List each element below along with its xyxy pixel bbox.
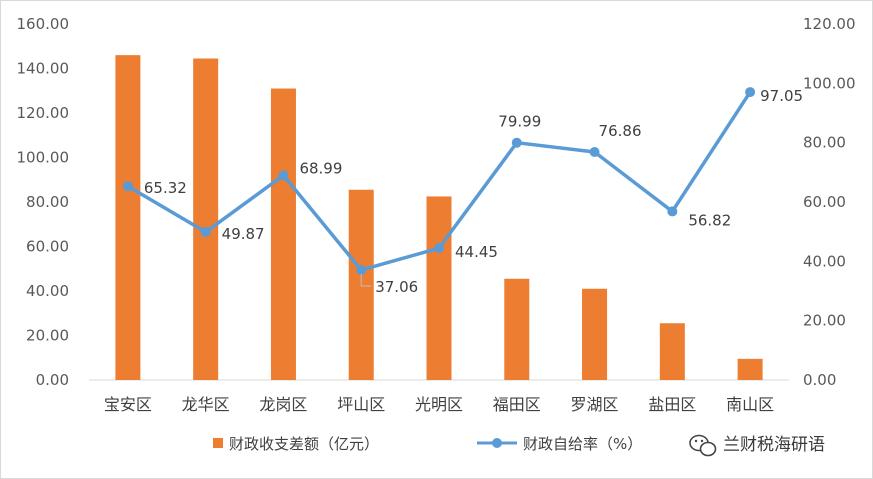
- bar: [504, 278, 530, 380]
- line-marker: [511, 137, 522, 148]
- bar: [659, 323, 685, 380]
- line-marker: [434, 243, 444, 254]
- category-axis: 宝安区 龙华区 龙岗区 坪山区 光明区 福田区 罗湖区 盐田区 南山区: [104, 395, 774, 414]
- line-marker: [356, 265, 367, 276]
- bar: [426, 196, 452, 380]
- line-marker: [667, 206, 678, 217]
- data-label: 76.86: [599, 122, 642, 140]
- left-tick-label: 160.00: [17, 15, 70, 33]
- bar: [582, 288, 608, 380]
- data-label: 97.05: [760, 87, 803, 105]
- data-label: 79.99: [498, 113, 541, 131]
- right-tick-label: 100.00: [803, 74, 856, 92]
- data-label: 65.32: [144, 179, 187, 197]
- category-label: 盐田区: [648, 395, 696, 414]
- bar: [193, 58, 219, 381]
- left-tick-label: 80.00: [26, 193, 69, 211]
- category-label: 龙华区: [182, 395, 230, 414]
- left-tick-label: 100.00: [17, 149, 70, 167]
- line-marker: [200, 227, 211, 238]
- category-label: 宝安区: [104, 395, 152, 414]
- legend-line-marker: [492, 438, 502, 448]
- right-tick-label: 80.00: [803, 134, 846, 152]
- data-label: 49.87: [222, 225, 265, 243]
- left-tick-label: 0.00: [36, 371, 69, 389]
- line-marker: [122, 181, 133, 192]
- left-axis: 0.00 20.00 40.00 60.00 80.00 100.00 120.00 140.…: [17, 15, 789, 389]
- bar: [270, 88, 296, 381]
- legend: 财政收支差额（亿元） 财政自给率（%）: [213, 435, 642, 453]
- left-tick-label: 60.00: [26, 238, 69, 256]
- category-label: 坪山区: [337, 395, 385, 414]
- category-label: 罗湖区: [571, 395, 619, 414]
- right-tick-label: 60.00: [803, 193, 846, 211]
- watermark: 兰财税海研语: [689, 434, 825, 457]
- line-series: 65.32 49.87 68.99 37.06 44.45 79.99 76.86 56.82…: [122, 87, 803, 296]
- bar: [737, 358, 763, 380]
- left-tick-label: 40.00: [26, 282, 69, 300]
- data-label: 56.82: [688, 211, 731, 229]
- line-marker: [589, 146, 600, 157]
- data-label: 68.99: [299, 159, 342, 177]
- right-tick-label: 20.00: [803, 312, 846, 330]
- data-label-leader: [360, 274, 372, 287]
- category-label: 南山区: [726, 395, 774, 414]
- left-tick-label: 20.00: [26, 327, 69, 345]
- category-label: 福田区: [493, 395, 541, 414]
- data-label: 37.06: [375, 278, 418, 296]
- line-marker: [745, 87, 756, 98]
- wechat-icon: [689, 434, 717, 457]
- category-label: 光明区: [415, 395, 463, 414]
- bar-series: [115, 55, 763, 381]
- right-axis: 0.00 20.00 40.00 60.00 80.00 100.00 120.00: [803, 15, 856, 389]
- right-tick-label: 0.00: [803, 371, 836, 389]
- line-marker: [278, 170, 289, 181]
- category-label: 龙岗区: [259, 395, 307, 414]
- right-tick-label: 120.00: [803, 15, 856, 33]
- bar: [115, 55, 141, 381]
- left-tick-label: 140.00: [17, 60, 70, 78]
- left-tick-label: 120.00: [17, 104, 70, 122]
- watermark-text: 兰财税海研语: [723, 435, 825, 455]
- data-label: 44.45: [455, 243, 498, 261]
- legend-bar-label: 财政收支差额（亿元）: [229, 435, 379, 453]
- legend-line-label: 财政自给率（%）: [523, 435, 642, 453]
- right-tick-label: 40.00: [803, 252, 846, 270]
- legend-bar-swatch: [213, 438, 223, 448]
